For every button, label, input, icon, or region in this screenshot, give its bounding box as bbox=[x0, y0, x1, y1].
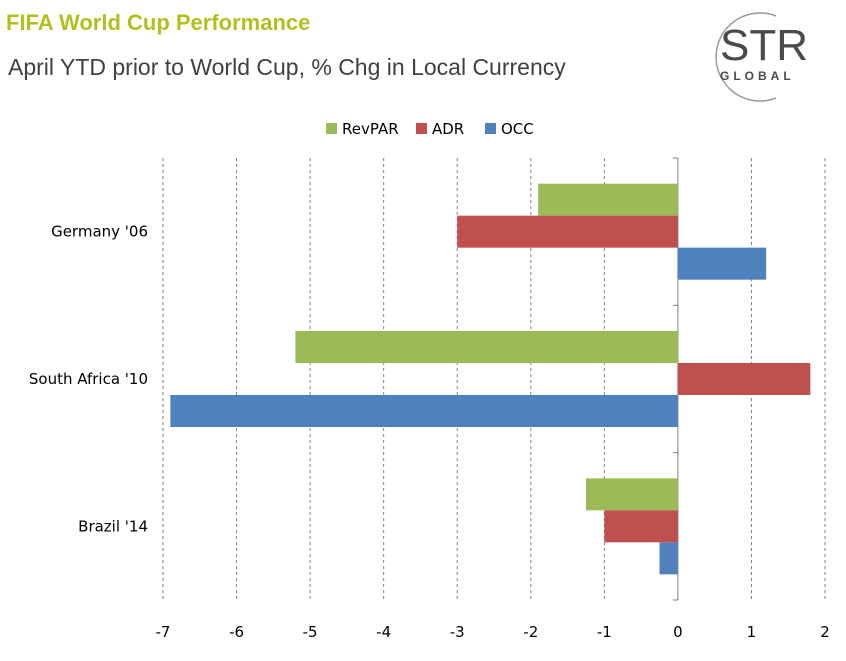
logo-subtext: GLOBAL bbox=[720, 69, 795, 83]
category-label: South Africa '10 bbox=[29, 370, 148, 388]
legend-swatch-revpar bbox=[326, 123, 337, 134]
str-global-logo: STR GLOBAL bbox=[715, 12, 808, 102]
bar-revpar bbox=[538, 183, 678, 216]
x-tick-label: 0 bbox=[673, 623, 683, 641]
logo-text: STR bbox=[720, 21, 808, 70]
x-tick-label: -3 bbox=[450, 623, 465, 641]
bar-occ bbox=[677, 247, 767, 280]
category-label: Brazil '14 bbox=[78, 517, 148, 535]
x-tick-label: -2 bbox=[523, 623, 538, 641]
x-tick-label: -7 bbox=[156, 623, 171, 641]
x-tick-label: -4 bbox=[376, 623, 391, 641]
legend-label-occ: OCC bbox=[501, 120, 534, 138]
bar-adr bbox=[457, 215, 678, 248]
bar-revpar bbox=[585, 478, 678, 511]
legend-swatch-adr bbox=[416, 123, 427, 134]
x-tick-label: 1 bbox=[747, 623, 757, 641]
bar-occ bbox=[659, 542, 678, 575]
legend-label-adr: ADR bbox=[432, 120, 464, 138]
chart-subtitle: April YTD prior to World Cup, % Chg in L… bbox=[8, 54, 566, 80]
x-tick-label: -1 bbox=[597, 623, 612, 641]
x-tick-label: -5 bbox=[303, 623, 318, 641]
chart-title: FIFA World Cup Performance bbox=[6, 10, 311, 35]
legend-label-revpar: RevPAR bbox=[342, 120, 399, 138]
bar-adr bbox=[604, 510, 678, 543]
x-tick-label: 2 bbox=[820, 623, 830, 641]
category-label: Germany '06 bbox=[51, 223, 148, 241]
bar-occ bbox=[170, 395, 678, 427]
bar-adr bbox=[677, 363, 811, 395]
x-tick-label: -6 bbox=[229, 623, 244, 641]
legend-swatch-occ bbox=[485, 123, 496, 134]
bar-revpar bbox=[295, 331, 678, 363]
